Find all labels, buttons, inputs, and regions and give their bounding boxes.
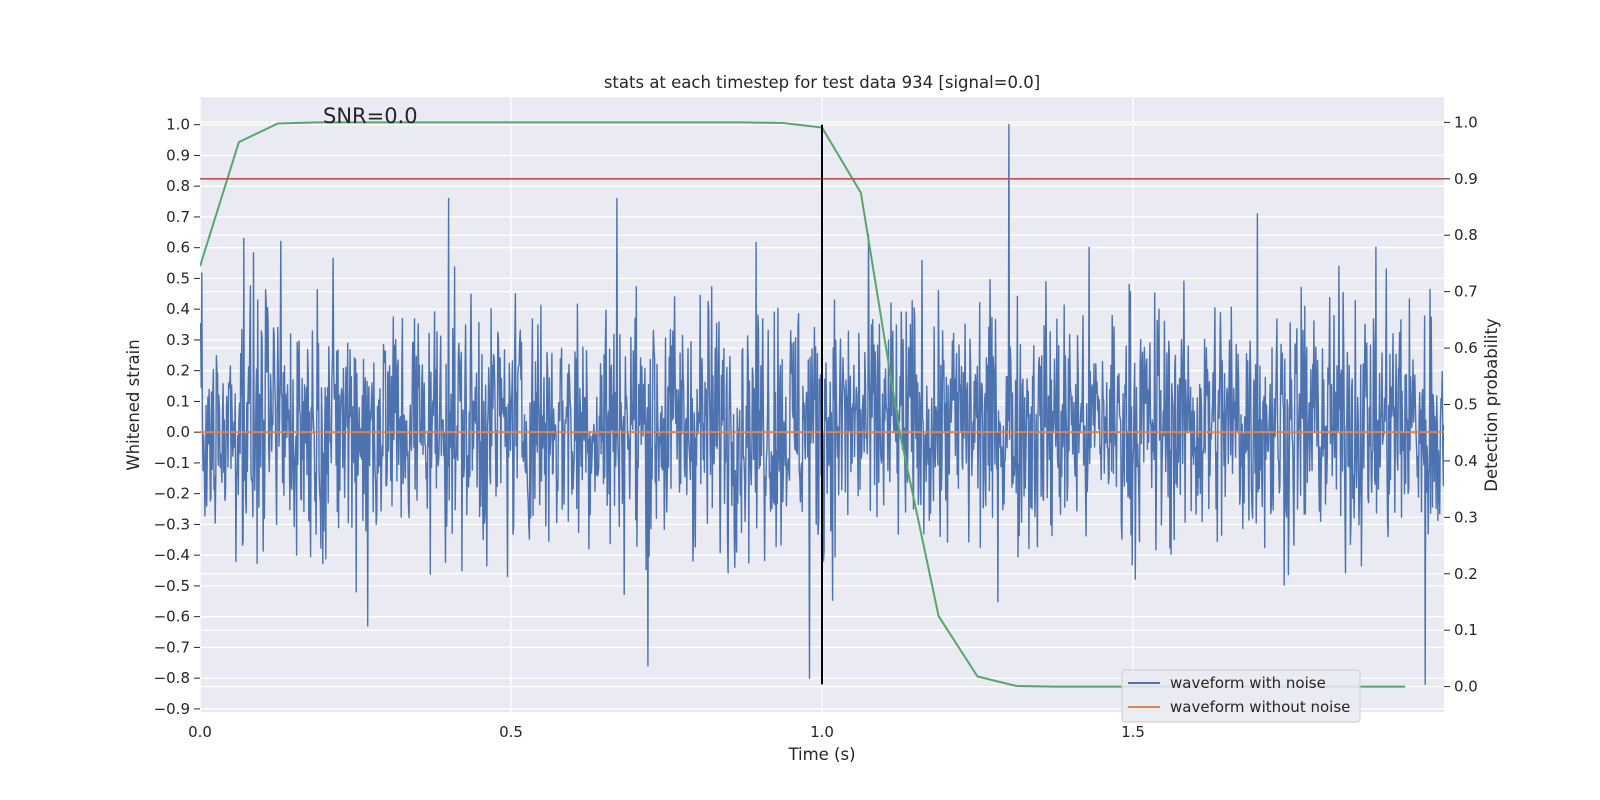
snr-annotation: SNR=0.0 xyxy=(323,104,418,128)
x-axis-label: Time (s) xyxy=(787,745,855,764)
y2-tick-label: 0.6 xyxy=(1454,339,1478,357)
y-tick-label: −0.2 xyxy=(154,485,190,503)
y2-tick-label: 0.9 xyxy=(1454,170,1478,188)
legend: waveform with noise waveform without noi… xyxy=(1121,669,1361,723)
y2-tick-label: 0.7 xyxy=(1454,283,1478,301)
y2-tick-label: 0.5 xyxy=(1454,396,1478,414)
legend-label-clean: waveform without noise xyxy=(1170,698,1350,716)
y-tick-label: 0.0 xyxy=(166,423,190,441)
y2-tick-label: 0.3 xyxy=(1454,508,1478,526)
x-tick-label: 0.5 xyxy=(499,723,523,741)
y-axis-label: Whitened strain xyxy=(124,339,143,470)
y-tick-label: 0.2 xyxy=(166,362,190,380)
y-tick-label: 0.1 xyxy=(166,392,190,410)
y-tick-label: 0.8 xyxy=(166,177,190,195)
y-tick-label: 0.6 xyxy=(166,239,190,257)
y-tick-label: −0.4 xyxy=(154,546,190,564)
y-tick-label: −0.8 xyxy=(154,669,190,687)
y-tick-label: −0.6 xyxy=(154,608,190,626)
y-tick-label: 0.5 xyxy=(166,269,190,287)
x-tick-label: 0.0 xyxy=(188,723,212,741)
y2-tick-label: 0.8 xyxy=(1454,226,1478,244)
legend-box xyxy=(1121,669,1361,723)
y-tick-label: −0.3 xyxy=(154,515,190,533)
y2-tick-label: 0.0 xyxy=(1454,678,1478,696)
y2-tick-label: 0.4 xyxy=(1454,452,1478,470)
y-tick-label: 1.0 xyxy=(166,116,190,134)
y-tick-label: 0.9 xyxy=(166,146,190,164)
y-tick-label: −0.9 xyxy=(154,700,190,718)
y2-tick-label: 0.2 xyxy=(1454,565,1478,583)
y-tick-label: 0.4 xyxy=(166,300,190,318)
y-tick-label: 0.3 xyxy=(166,331,190,349)
y2-axis-label: Detection probability xyxy=(1482,318,1501,492)
legend-label-noise: waveform with noise xyxy=(1170,674,1326,692)
y-tick-label: −0.1 xyxy=(154,454,190,472)
y-tick-label: 0.7 xyxy=(166,208,190,226)
y-tick-label: −0.7 xyxy=(154,638,190,656)
y2-tick-label: 1.0 xyxy=(1454,113,1478,131)
y-tick-label: −0.5 xyxy=(154,577,190,595)
y2-tick-label: 0.1 xyxy=(1454,621,1478,639)
x-tick-label: 1.0 xyxy=(810,723,834,741)
x-tick-label: 1.5 xyxy=(1121,723,1145,741)
chart-title: stats at each timestep for test data 934… xyxy=(604,73,1040,92)
